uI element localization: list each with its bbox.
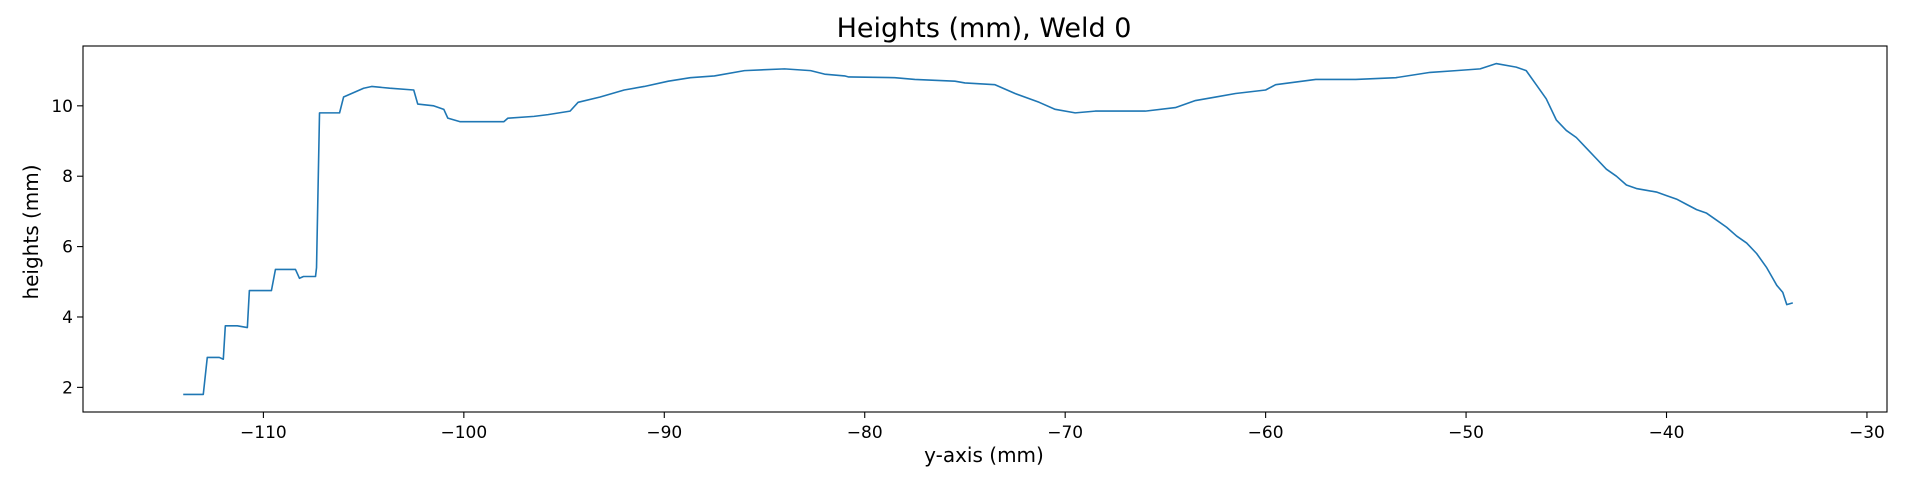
x-tick-label: −90: [646, 423, 682, 443]
x-tick-label: −110: [240, 423, 287, 443]
y-axis-label: heights (mm): [19, 164, 43, 299]
x-tick-label: −40: [1649, 423, 1685, 443]
x-tick-label: −100: [440, 423, 487, 443]
x-tick-label: −60: [1248, 423, 1284, 443]
series-line-0: [183, 62, 1794, 396]
x-tick-label: −80: [847, 423, 883, 443]
x-axis-label: y-axis (mm): [924, 443, 1044, 467]
y-tick-label: 2: [62, 378, 73, 398]
x-tick-label: −50: [1448, 423, 1484, 443]
plot-area: −110 −100 −90 −80 −70 −60 −50 −40 −30 2 4 6 8 10: [51, 45, 1888, 443]
y-tick-label: 4: [62, 308, 73, 328]
y-tick-label: 8: [62, 167, 73, 187]
chart-title: Heights (mm), Weld 0: [837, 13, 1132, 44]
y-tick-label: 6: [62, 238, 73, 258]
plot-frame: [82, 45, 1888, 413]
x-tick-label: −30: [1849, 423, 1885, 443]
x-tick-label: −70: [1047, 423, 1083, 443]
y-tick-label: 10: [51, 97, 73, 117]
